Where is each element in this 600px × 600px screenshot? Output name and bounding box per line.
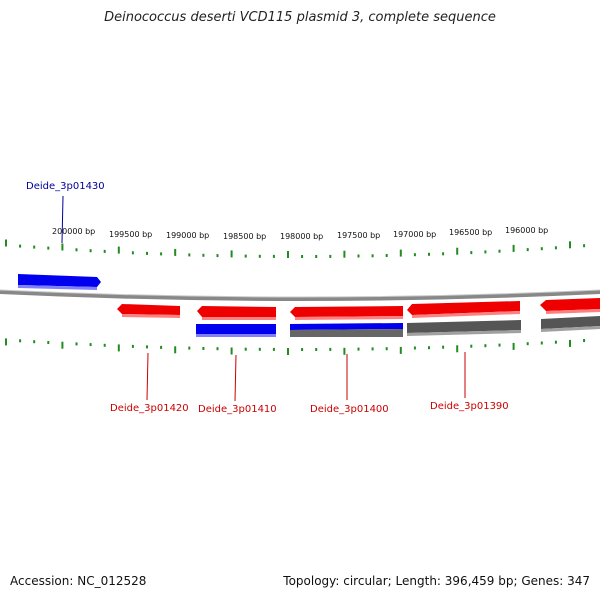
accession-text: Accession: NC_012528: [10, 574, 147, 588]
leader-line: [61, 195, 64, 244]
gene-label-deide-3p01420[interactable]: Deide_3p01420: [110, 403, 189, 414]
gene-label-deide-3p01430[interactable]: Deide_3p01430: [26, 181, 105, 192]
leader-line: [146, 352, 149, 401]
gene-label-deide-3p01400[interactable]: Deide_3p01400: [310, 404, 389, 415]
gene-label-deide-3p01390[interactable]: Deide_3p01390: [430, 401, 509, 412]
scale-label: 199500 bp: [109, 230, 152, 239]
scale-label: 197000 bp: [393, 230, 436, 239]
inner-tick-row: [5, 338, 586, 355]
gene-feature-deide-3p01390[interactable]: [407, 301, 520, 318]
scale-labels: 200000 bp 199500 bp 199000 bp 198500 bp …: [52, 226, 548, 241]
label-leaders: [61, 195, 466, 402]
plasmid-backbone-highlight: [0, 289, 600, 298]
scale-label: 200000 bp: [52, 227, 95, 236]
scale-label: 198500 bp: [223, 232, 266, 241]
reverse-strand-feature[interactable]: [290, 323, 403, 337]
gene-feature-offscreen[interactable]: [540, 298, 600, 314]
scale-label: 196000 bp: [505, 226, 548, 235]
gene-feature-deide-3p01410[interactable]: [197, 306, 276, 320]
scale-label: 198000 bp: [280, 232, 323, 241]
leader-line: [234, 354, 237, 402]
plasmid-backbone: [0, 290, 600, 301]
gene-feature-deide-3p01430[interactable]: [18, 274, 101, 290]
map-title: Deinococcus deserti VCD115 plasmid 3, co…: [104, 10, 496, 25]
other-feature[interactable]: [407, 320, 521, 336]
scale-label: 199000 bp: [166, 231, 209, 240]
gene-feature-deide-3p01400[interactable]: [290, 306, 403, 320]
scale-label: 197500 bp: [337, 231, 380, 240]
outer-tick-row: [5, 239, 586, 258]
gene-feature-deide-3p01420[interactable]: [117, 304, 180, 318]
other-feature[interactable]: [541, 316, 600, 332]
gene-labels: Deide_3p01430 Deide_3p01420 Deide_3p0141…: [26, 181, 509, 415]
topology-text: Topology: circular; Length: 396,459 bp; …: [283, 574, 590, 588]
reverse-strand-feature[interactable]: [196, 324, 276, 337]
gene-label-deide-3p01410[interactable]: Deide_3p01410: [198, 404, 277, 415]
scale-label: 196500 bp: [449, 228, 492, 237]
